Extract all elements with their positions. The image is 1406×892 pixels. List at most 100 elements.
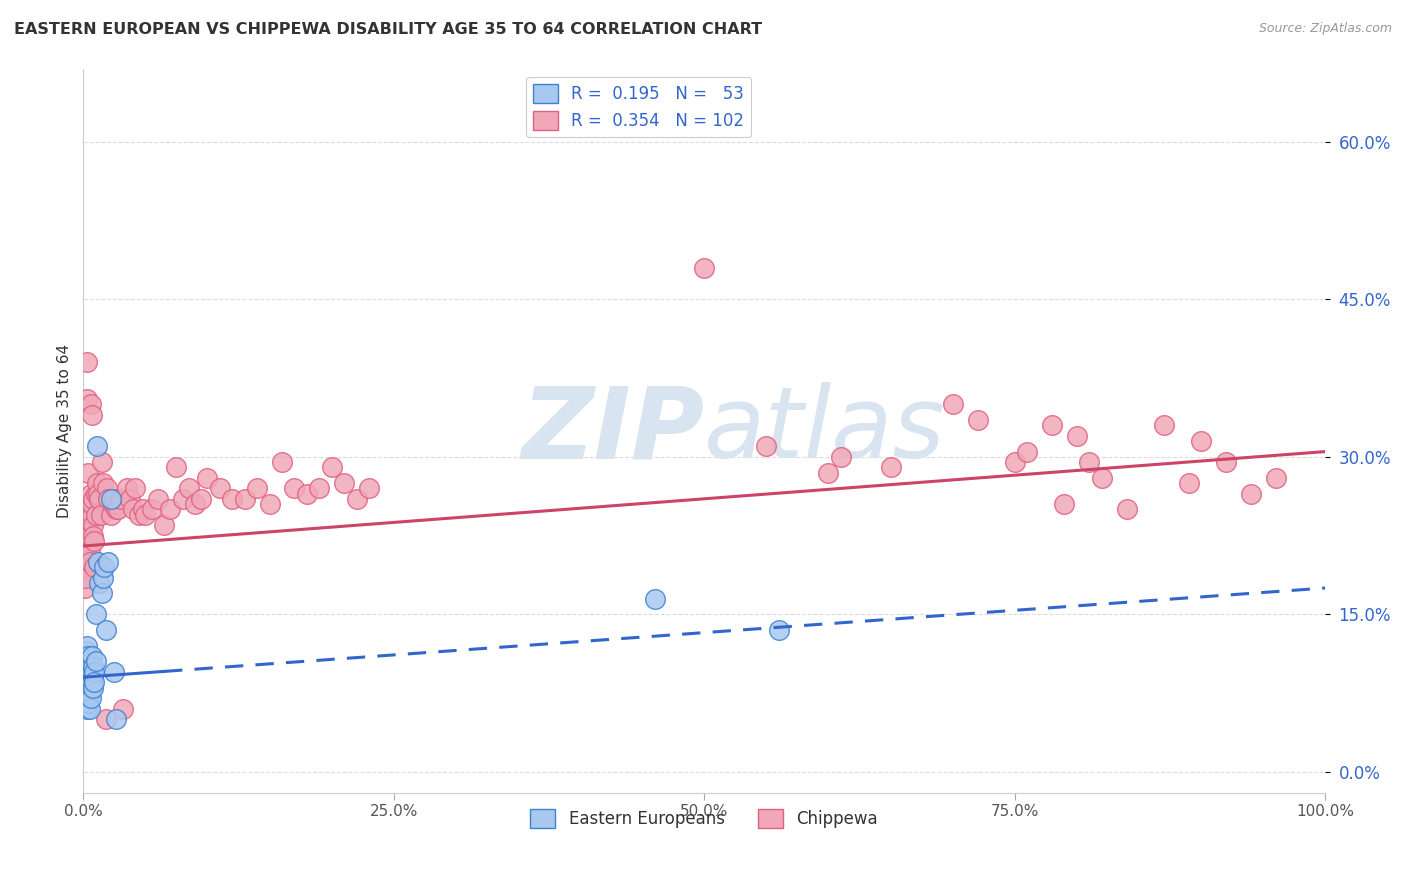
Point xyxy=(73,555,96,569)
Point xyxy=(76,355,98,369)
Point xyxy=(1177,476,1199,491)
Point xyxy=(77,659,100,673)
Point xyxy=(77,513,100,527)
Point xyxy=(101,497,124,511)
Point xyxy=(177,481,200,495)
Point xyxy=(73,649,96,664)
Point xyxy=(1153,418,1175,433)
Point xyxy=(104,502,127,516)
Point xyxy=(83,560,105,574)
Point xyxy=(644,591,666,606)
Point xyxy=(90,586,112,600)
Point xyxy=(73,502,96,516)
Point xyxy=(190,491,212,506)
Point xyxy=(77,533,100,548)
Point xyxy=(80,659,103,673)
Point xyxy=(80,649,103,664)
Point xyxy=(100,508,122,522)
Point xyxy=(77,697,100,711)
Point xyxy=(295,486,318,500)
Point xyxy=(90,508,112,522)
Point xyxy=(80,681,103,695)
Point xyxy=(82,491,104,506)
Point xyxy=(1017,444,1039,458)
Point xyxy=(172,491,194,506)
Point xyxy=(830,450,852,464)
Point xyxy=(233,491,256,506)
Text: atlas: atlas xyxy=(704,382,946,479)
Point xyxy=(1091,471,1114,485)
Point xyxy=(84,655,107,669)
Point xyxy=(1240,486,1263,500)
Point xyxy=(82,659,104,673)
Point xyxy=(76,675,98,690)
Point xyxy=(76,549,98,564)
Point xyxy=(73,581,96,595)
Point xyxy=(80,691,103,706)
Point xyxy=(91,570,114,584)
Point xyxy=(1053,497,1076,511)
Point xyxy=(90,455,112,469)
Point xyxy=(76,659,98,673)
Point xyxy=(97,491,120,506)
Point xyxy=(77,649,100,664)
Point xyxy=(1078,455,1101,469)
Point xyxy=(165,460,187,475)
Point xyxy=(105,497,128,511)
Y-axis label: Disability Age 35 to 64: Disability Age 35 to 64 xyxy=(58,343,72,517)
Point xyxy=(89,491,111,506)
Point xyxy=(879,460,901,475)
Point xyxy=(146,491,169,506)
Point xyxy=(693,260,716,275)
Point xyxy=(80,513,103,527)
Point xyxy=(817,466,839,480)
Point xyxy=(75,681,97,695)
Point xyxy=(357,481,380,495)
Point xyxy=(80,486,103,500)
Point xyxy=(942,397,965,411)
Point xyxy=(87,486,110,500)
Point xyxy=(159,502,181,516)
Point xyxy=(271,455,294,469)
Point xyxy=(75,560,97,574)
Point xyxy=(208,481,231,495)
Point xyxy=(1264,471,1286,485)
Point xyxy=(83,675,105,690)
Point xyxy=(1189,434,1212,448)
Point xyxy=(308,481,330,495)
Point xyxy=(73,675,96,690)
Point xyxy=(153,518,176,533)
Point xyxy=(221,491,243,506)
Point xyxy=(141,502,163,516)
Point xyxy=(80,508,103,522)
Point xyxy=(76,649,98,664)
Point xyxy=(94,712,117,726)
Point xyxy=(1066,429,1088,443)
Point xyxy=(79,675,101,690)
Point xyxy=(77,497,100,511)
Point xyxy=(73,659,96,673)
Legend: Eastern Europeans, Chippewa: Eastern Europeans, Chippewa xyxy=(524,803,884,835)
Point xyxy=(76,639,98,653)
Point xyxy=(346,491,368,506)
Point xyxy=(93,560,115,574)
Point xyxy=(80,675,103,690)
Point xyxy=(86,476,108,491)
Point xyxy=(83,533,105,548)
Point xyxy=(283,481,305,495)
Point xyxy=(134,508,156,522)
Point xyxy=(80,665,103,679)
Text: ZIP: ZIP xyxy=(522,382,704,479)
Point xyxy=(197,471,219,485)
Point xyxy=(115,481,138,495)
Point xyxy=(80,670,103,684)
Point xyxy=(76,508,98,522)
Point xyxy=(75,670,97,684)
Point xyxy=(1004,455,1026,469)
Point xyxy=(96,481,118,495)
Point xyxy=(79,544,101,558)
Point xyxy=(79,528,101,542)
Point xyxy=(755,439,778,453)
Point xyxy=(79,555,101,569)
Point xyxy=(80,408,103,422)
